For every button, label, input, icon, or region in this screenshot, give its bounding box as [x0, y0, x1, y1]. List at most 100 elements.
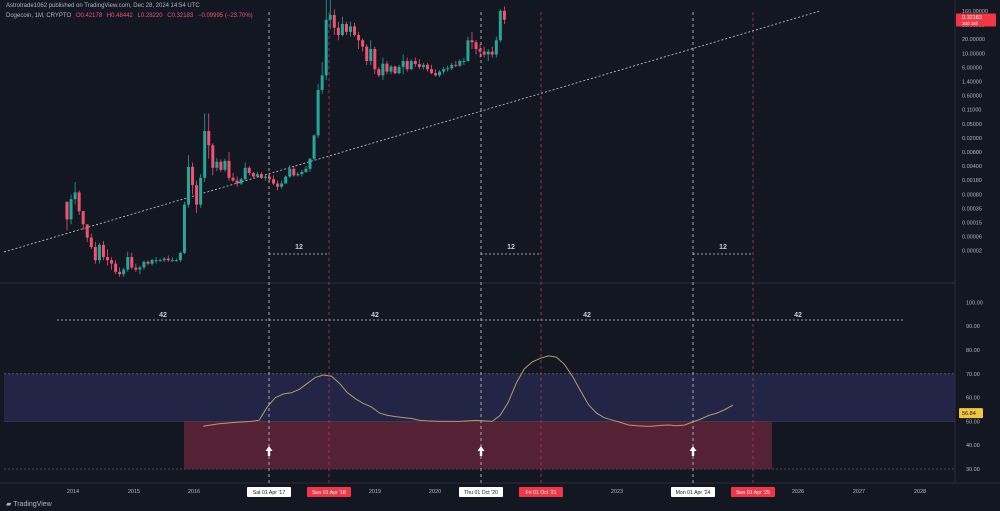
candle-down — [385, 63, 389, 72]
candle-down — [365, 46, 369, 62]
up-arrow-icon — [265, 446, 273, 456]
osc-tick-label: 40.00 — [966, 443, 980, 449]
publisher-text: Astrotrade1062 published on TradingView.… — [6, 3, 200, 9]
osc-badge — [959, 408, 983, 419]
candle-down — [268, 176, 271, 180]
candle-up — [154, 260, 158, 262]
price-tick-label: 10.00000 — [962, 51, 985, 57]
year-label: 2023 — [611, 489, 623, 495]
candle-down — [195, 185, 199, 205]
candle-up — [122, 269, 126, 275]
candle-down — [490, 51, 494, 55]
ohlc-low: L0.28220 — [137, 13, 163, 19]
candle-up — [138, 267, 142, 270]
candle-down — [101, 244, 105, 258]
year-label: 2020 — [429, 489, 441, 495]
date-marker-chip — [459, 487, 503, 497]
year-label: 2027 — [853, 489, 865, 495]
price-tick-label: 0.60000 — [962, 94, 982, 100]
osc-tick-label: 50.00 — [966, 419, 980, 425]
symbol-label[interactable]: Dogecoin, 1M, CRYPTO — [6, 13, 72, 19]
candle-down — [219, 161, 223, 170]
price-tick-label: 5.00000 — [962, 65, 982, 71]
price-tick-label: 0.00080 — [962, 192, 982, 198]
date-marker-chip — [247, 487, 291, 497]
year-label: 2016 — [188, 489, 200, 495]
candlesticks — [65, 0, 506, 277]
candle-down — [454, 64, 458, 66]
date-marker-label: Sun 01 Apr '25 — [736, 490, 770, 496]
candle-down — [166, 258, 170, 261]
date-marker-chip — [731, 487, 775, 497]
candle-up — [300, 171, 304, 175]
price-tick-label: 1.40000 — [962, 80, 982, 86]
candle-up — [288, 168, 292, 177]
candle-down — [276, 183, 280, 187]
publisher-caption: Astrotrade1062 published on TradingView.… — [6, 3, 203, 9]
tradingview-logo[interactable]: ▰ TradingView — [6, 500, 52, 508]
year-label: 2026 — [792, 489, 804, 495]
candle-down — [332, 14, 336, 28]
candle-down — [470, 40, 474, 43]
candle-down — [272, 179, 276, 184]
candle-up — [401, 61, 405, 67]
candle-down — [77, 192, 81, 212]
date-marker-chip — [519, 487, 563, 497]
date-marker-label: Mon 01 Apr '24 — [676, 490, 711, 496]
cycle-label: 12 — [507, 244, 515, 251]
candle-down — [377, 69, 381, 76]
candle-up — [458, 61, 462, 66]
trendline — [3, 10, 821, 253]
price-tick-label: 160.00000 — [962, 9, 988, 15]
candle-up — [263, 176, 267, 178]
ohlc-close: C0.32183 — [167, 13, 194, 19]
legend-ohlc[interactable]: Dogecoin, 1M, CRYPTO O0.42178 H0.48442 L… — [6, 13, 256, 19]
candle-down — [65, 201, 69, 220]
candle-up — [312, 135, 316, 159]
candle-down — [251, 173, 255, 177]
candle-up — [308, 158, 312, 169]
year-label: 2015 — [128, 489, 140, 495]
candle-up — [199, 177, 203, 205]
candle-down — [227, 160, 231, 178]
price-tick-label: 0.00015 — [962, 221, 982, 227]
candle-down — [235, 180, 239, 184]
price-badge-value: 0.32183 — [962, 15, 982, 21]
price-tick-label: 0.00400 — [962, 164, 982, 170]
candle-down — [478, 49, 482, 52]
candle-down — [146, 261, 150, 264]
up-arrow-icon — [477, 446, 485, 456]
tv-logo-icon: ▰ — [6, 501, 14, 508]
candle-up — [369, 49, 373, 62]
osc-tick-label: 90.00 — [966, 324, 980, 330]
candle-up — [142, 261, 146, 268]
candle-down — [336, 27, 340, 35]
candle-down — [344, 23, 348, 32]
candle-down — [430, 69, 433, 74]
candle-up — [340, 23, 344, 35]
candle-down — [130, 257, 134, 268]
brand-label: TradingView — [13, 501, 52, 508]
candle-up — [409, 61, 413, 70]
oscillator-series — [202, 355, 734, 427]
ohlc-change: −0.09995 (−23.70%) — [197, 13, 253, 19]
osc-tick-label: 100.00 — [966, 300, 983, 306]
candle-up — [296, 174, 300, 176]
candle-up — [69, 199, 73, 220]
candle-down — [247, 167, 251, 174]
candle-up — [170, 260, 174, 262]
candle-up — [320, 75, 324, 90]
date-marker-chip — [307, 487, 351, 497]
candle-down — [474, 42, 478, 50]
candle-down — [81, 211, 85, 225]
date-marker-label: Fri 01 Oct '21 — [526, 490, 557, 496]
candle-up — [389, 66, 393, 72]
span-label: 42 — [371, 312, 379, 319]
candle-down — [93, 246, 97, 261]
candle-down — [106, 257, 109, 261]
cycle-label: 12 — [295, 244, 303, 251]
candle-up — [239, 179, 243, 184]
candle-up — [438, 71, 442, 76]
price-tick-label: 0.02000 — [962, 136, 982, 142]
axes[interactable]: 160.0000080.0000020.0000010.000005.00000… — [67, 9, 996, 497]
